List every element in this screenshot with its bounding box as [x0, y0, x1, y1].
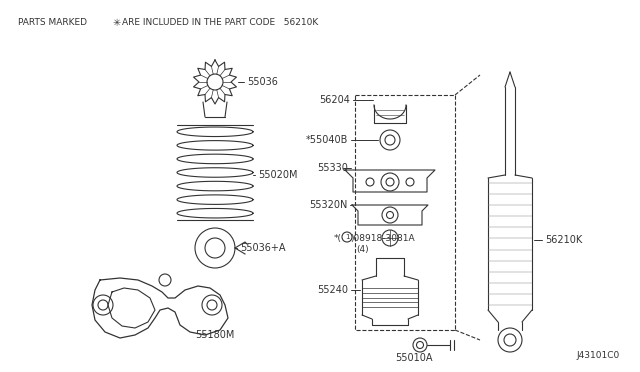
Text: PARTS MARKED: PARTS MARKED	[18, 18, 87, 27]
Text: )08918-3081A: )08918-3081A	[350, 234, 415, 243]
Text: 56204: 56204	[319, 95, 350, 105]
Text: *(: *(	[334, 234, 342, 243]
Text: 55036: 55036	[247, 77, 278, 87]
Text: J43101C0: J43101C0	[577, 351, 620, 360]
Text: (4): (4)	[356, 245, 369, 254]
Text: ARE INCLUDED IN THE PART CODE   56210K: ARE INCLUDED IN THE PART CODE 56210K	[122, 18, 318, 27]
Text: ✳: ✳	[112, 18, 120, 28]
Text: 56210K: 56210K	[545, 235, 582, 245]
Text: 55330: 55330	[317, 163, 348, 173]
Text: 55010A: 55010A	[395, 353, 433, 363]
Text: *55040B: *55040B	[306, 135, 348, 145]
Text: 55180M: 55180M	[195, 330, 234, 340]
Text: 1: 1	[345, 234, 349, 240]
Text: 55240: 55240	[317, 285, 348, 295]
Text: 55320N: 55320N	[310, 200, 348, 210]
Text: 55020M: 55020M	[258, 170, 298, 180]
Bar	[355, 95, 455, 330]
Text: 55036+A: 55036+A	[240, 243, 285, 253]
